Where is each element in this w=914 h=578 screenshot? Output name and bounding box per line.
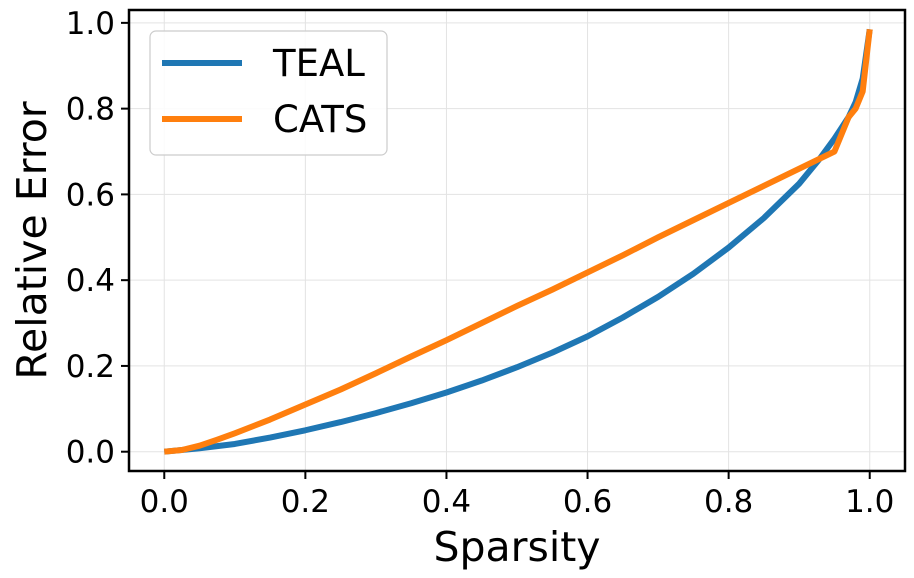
x-tick-label: 0.2 <box>281 484 330 520</box>
y-tick-label: 0.6 <box>66 177 115 213</box>
series-line-teal <box>163 28 873 455</box>
x-tick-label: 0.0 <box>140 484 189 520</box>
x-tick-label: 0.4 <box>422 484 471 520</box>
legend-label-cats: CATS <box>273 98 367 141</box>
legend-label-teal: TEAL <box>272 42 365 85</box>
y-tick-label: 0.8 <box>66 92 115 128</box>
x-tick-label: 0.6 <box>563 484 612 520</box>
series-line-cats <box>163 28 873 455</box>
y-axis-title: Relative Error <box>8 101 56 379</box>
x-tick-label: 1.0 <box>845 484 894 520</box>
y-tick-label: 0.2 <box>66 349 115 385</box>
axis-ticks: 0.0 0.2 0.4 0.6 0.8 1.0 0.0 0.2 0.4 0.6 0.8 1.0 <box>66 6 895 520</box>
x-tick-label: 0.8 <box>704 484 753 520</box>
legend: TEAL CATS <box>149 30 388 156</box>
x-axis-title: Sparsity <box>433 523 600 571</box>
series-group <box>163 28 873 455</box>
y-tick-label: 0.4 <box>66 263 115 299</box>
y-tick-label: 0.0 <box>66 435 115 471</box>
y-tick-label: 1.0 <box>66 6 115 42</box>
plot-frame <box>127 8 907 473</box>
